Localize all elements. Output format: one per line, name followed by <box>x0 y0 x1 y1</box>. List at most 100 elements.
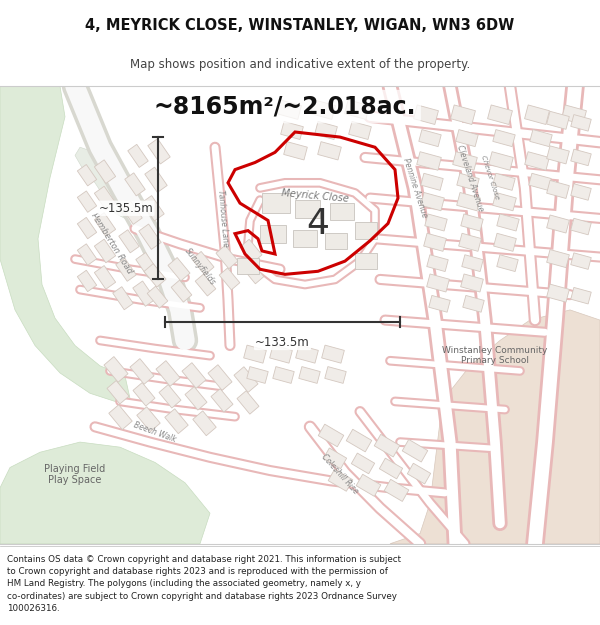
Bar <box>402 439 428 462</box>
Bar <box>322 345 344 363</box>
Bar <box>355 222 377 239</box>
Bar <box>425 214 447 231</box>
Bar <box>328 469 353 491</box>
Bar <box>193 411 216 436</box>
Bar <box>113 287 133 310</box>
Bar <box>379 458 403 479</box>
Bar <box>374 434 400 457</box>
Bar <box>356 474 381 496</box>
Bar <box>318 424 344 447</box>
Bar <box>244 345 266 363</box>
Bar <box>139 224 161 249</box>
Bar <box>349 121 371 139</box>
Bar <box>142 196 164 221</box>
Bar <box>185 387 207 410</box>
Bar <box>571 288 591 304</box>
Polygon shape <box>390 310 600 544</box>
Bar <box>168 258 190 281</box>
Bar <box>133 281 155 306</box>
Bar <box>130 359 154 384</box>
Bar <box>122 201 142 224</box>
Bar <box>94 239 116 262</box>
Bar <box>94 266 116 289</box>
Bar <box>107 381 129 404</box>
Bar <box>547 215 569 233</box>
Bar <box>421 173 443 191</box>
Bar <box>119 230 139 253</box>
Bar <box>493 192 517 211</box>
Bar <box>144 264 166 287</box>
Bar <box>416 152 442 170</box>
Bar <box>461 274 484 292</box>
Bar <box>562 105 586 124</box>
Bar <box>125 173 145 196</box>
Bar <box>547 111 569 129</box>
Text: Pemberton Road: Pemberton Road <box>89 212 134 276</box>
Bar <box>344 100 370 119</box>
Bar <box>497 214 519 231</box>
Text: Winstanley Community
Primary School: Winstanley Community Primary School <box>442 346 548 366</box>
Bar <box>77 164 97 186</box>
Bar <box>262 193 290 213</box>
Bar <box>547 284 569 302</box>
Bar <box>346 429 372 452</box>
Bar <box>451 105 475 124</box>
Bar <box>494 233 517 251</box>
Bar <box>299 367 320 383</box>
Bar <box>419 129 441 147</box>
Bar <box>571 253 591 269</box>
Bar <box>325 232 347 249</box>
Text: ~135.5m: ~135.5m <box>98 202 154 215</box>
Bar <box>427 274 449 292</box>
Text: ~133.5m: ~133.5m <box>255 336 310 349</box>
Bar <box>317 142 341 160</box>
Bar <box>429 296 450 312</box>
Bar <box>147 286 168 308</box>
Bar <box>458 233 481 251</box>
Bar <box>461 214 483 231</box>
Text: Chevor Close: Chevor Close <box>480 155 500 201</box>
Bar <box>529 173 551 191</box>
Bar <box>314 121 337 139</box>
Bar <box>77 191 97 213</box>
Bar <box>571 114 591 131</box>
Bar <box>457 173 479 191</box>
Bar <box>77 270 97 292</box>
Bar <box>94 213 116 236</box>
Bar <box>493 173 515 191</box>
Bar <box>136 253 158 278</box>
Text: Cleveland Avenue: Cleveland Avenue <box>455 143 485 212</box>
Bar <box>211 389 233 412</box>
Bar <box>547 249 569 268</box>
Bar <box>240 239 262 262</box>
Bar <box>493 129 515 147</box>
Bar <box>234 367 258 392</box>
Text: Meyrick Close: Meyrick Close <box>281 188 349 204</box>
Bar <box>109 405 132 429</box>
Text: Map shows position and indicative extent of the property.: Map shows position and indicative extent… <box>130 58 470 71</box>
Bar <box>323 448 347 469</box>
Bar <box>195 274 216 296</box>
Bar <box>462 255 483 271</box>
Bar <box>524 152 550 170</box>
Bar <box>456 129 478 147</box>
Bar <box>137 407 160 432</box>
Bar <box>216 246 238 269</box>
Bar <box>77 244 97 265</box>
Bar <box>128 144 148 168</box>
Bar <box>281 121 304 139</box>
Bar <box>293 229 317 247</box>
Bar <box>352 453 374 474</box>
Bar <box>413 105 439 124</box>
Bar <box>156 361 180 386</box>
Bar <box>452 152 478 170</box>
Bar <box>94 186 116 210</box>
Polygon shape <box>0 86 130 401</box>
Bar <box>208 365 232 391</box>
Text: Coleshill Rise: Coleshill Rise <box>320 452 360 496</box>
Bar <box>295 200 320 218</box>
Bar <box>277 100 301 119</box>
Bar <box>273 367 294 383</box>
Bar <box>104 357 128 382</box>
Text: 4, MEYRICK CLOSE, WINSTANLEY, WIGAN, WN3 6DW: 4, MEYRICK CLOSE, WINSTANLEY, WIGAN, WN3… <box>85 18 515 33</box>
